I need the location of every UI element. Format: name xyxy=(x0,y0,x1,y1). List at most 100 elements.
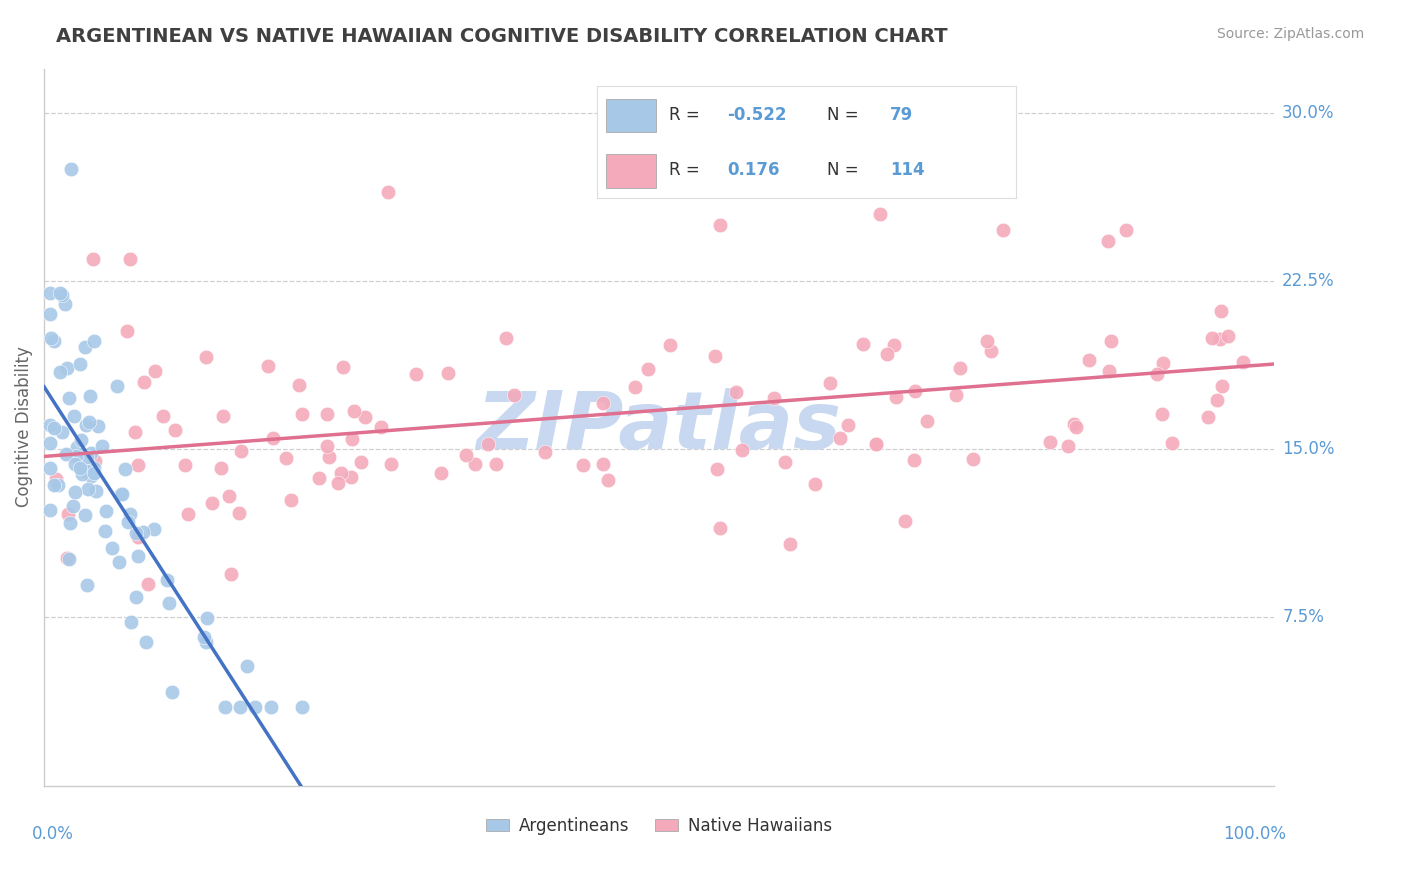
Point xyxy=(127,549,149,563)
Text: ZIPatlas: ZIPatlas xyxy=(477,388,841,466)
Point xyxy=(865,437,887,451)
Point xyxy=(915,414,938,428)
Point xyxy=(1206,393,1229,408)
Point xyxy=(42,334,65,348)
Text: 0.0%: 0.0% xyxy=(32,825,73,843)
Point xyxy=(976,334,998,348)
Point xyxy=(828,431,851,445)
Point xyxy=(1232,355,1254,369)
Point xyxy=(1039,434,1062,449)
Point xyxy=(143,522,166,536)
Point xyxy=(980,344,1002,359)
Point xyxy=(706,462,728,476)
Point xyxy=(62,409,84,423)
Point xyxy=(1057,439,1080,453)
Point xyxy=(623,379,645,393)
Point xyxy=(1063,417,1085,431)
Point xyxy=(83,334,105,349)
Point xyxy=(70,467,93,481)
Point xyxy=(731,442,754,457)
Text: 30.0%: 30.0% xyxy=(1282,104,1334,122)
Point xyxy=(773,454,796,468)
Point xyxy=(120,252,142,266)
Point xyxy=(1218,329,1240,343)
Point xyxy=(56,550,79,565)
Point xyxy=(1064,420,1087,434)
Point xyxy=(350,455,373,469)
Point xyxy=(308,471,330,485)
Point xyxy=(330,466,353,480)
Point xyxy=(704,349,727,363)
Point xyxy=(949,361,972,376)
Point xyxy=(592,457,614,471)
Point xyxy=(135,635,157,649)
Point xyxy=(75,464,97,478)
Point xyxy=(209,460,232,475)
Point xyxy=(127,458,149,472)
Point xyxy=(260,700,283,714)
Point xyxy=(201,495,224,509)
Point xyxy=(405,367,427,381)
Point xyxy=(495,331,517,345)
Point xyxy=(83,453,105,467)
Point xyxy=(485,457,508,471)
Point xyxy=(762,391,785,405)
Point xyxy=(51,425,73,439)
Point xyxy=(637,362,659,376)
Point xyxy=(195,611,218,625)
Point xyxy=(502,388,524,402)
Point xyxy=(49,365,72,379)
Point xyxy=(58,551,80,566)
Point xyxy=(332,360,354,375)
Point xyxy=(291,407,314,421)
Point xyxy=(894,514,917,528)
Legend: Argentineans, Native Hawaiians: Argentineans, Native Hawaiians xyxy=(479,811,839,842)
Point xyxy=(65,457,87,471)
Text: 100.0%: 100.0% xyxy=(1223,825,1286,843)
Point xyxy=(1197,409,1219,424)
Point xyxy=(228,506,250,520)
Point xyxy=(430,466,453,480)
Point xyxy=(884,390,907,404)
Point xyxy=(354,409,377,424)
Point xyxy=(42,421,65,435)
Point xyxy=(132,525,155,540)
Y-axis label: Cognitive Disability: Cognitive Disability xyxy=(15,347,32,508)
Point xyxy=(55,447,77,461)
Point xyxy=(592,396,614,410)
Point xyxy=(1078,353,1101,368)
Text: Source: ZipAtlas.com: Source: ZipAtlas.com xyxy=(1216,27,1364,41)
Point xyxy=(219,566,242,581)
Point xyxy=(39,285,62,300)
Point xyxy=(1209,332,1232,346)
Point xyxy=(343,404,366,418)
Point xyxy=(45,472,67,486)
Point xyxy=(70,434,93,448)
Point xyxy=(58,392,80,406)
Point xyxy=(1201,331,1223,345)
Point xyxy=(117,515,139,529)
Point xyxy=(39,307,62,321)
Point xyxy=(105,379,128,393)
Point xyxy=(108,555,131,569)
Point xyxy=(118,507,141,521)
Point xyxy=(75,417,97,432)
Point xyxy=(229,700,252,714)
Point xyxy=(111,486,134,500)
Point xyxy=(157,596,180,610)
Point xyxy=(1097,234,1119,248)
Point xyxy=(80,446,103,460)
Point xyxy=(818,376,841,390)
Point xyxy=(318,450,340,464)
Point xyxy=(342,432,364,446)
Point xyxy=(804,476,827,491)
Point xyxy=(211,409,233,424)
Point xyxy=(79,389,101,403)
Point xyxy=(903,453,925,467)
Point xyxy=(316,408,339,422)
Point xyxy=(724,385,747,400)
Text: 15.0%: 15.0% xyxy=(1282,441,1334,458)
Point xyxy=(280,492,302,507)
Point xyxy=(143,364,166,378)
Point xyxy=(156,573,179,587)
